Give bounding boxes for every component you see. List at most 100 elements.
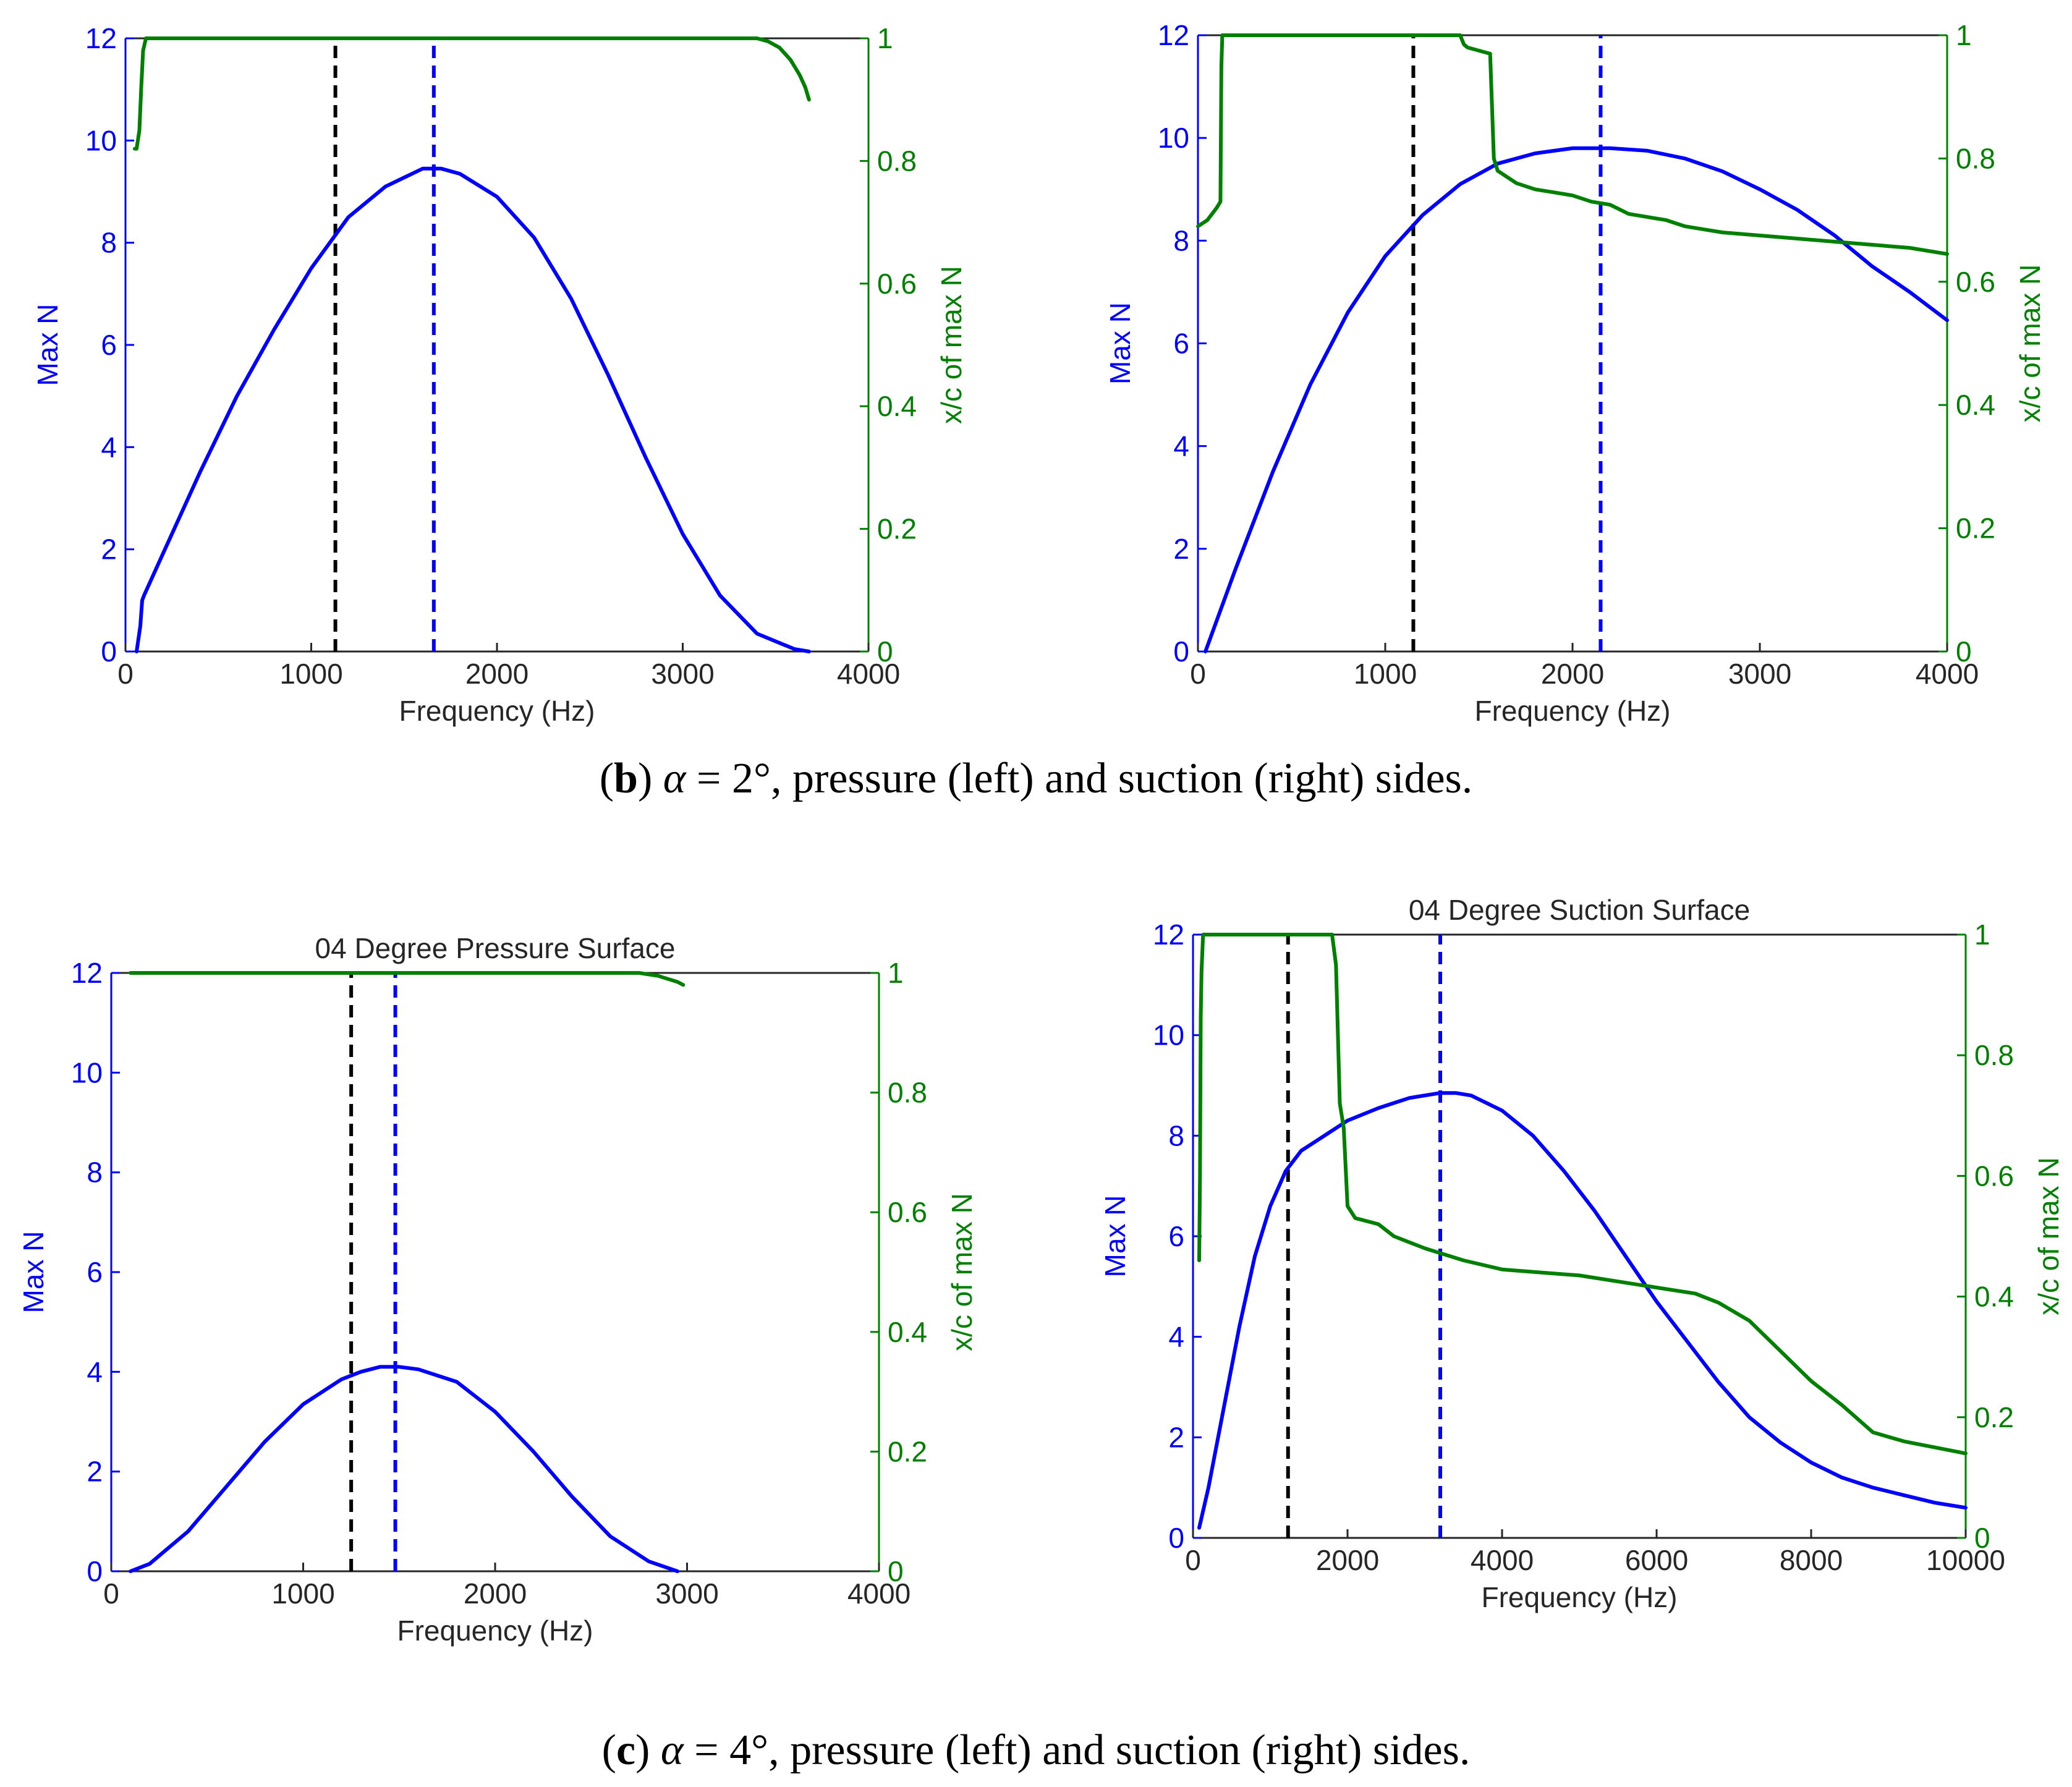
y2-tick-label: 0.6 <box>1956 266 1995 298</box>
x-tick-label: 0 <box>117 658 134 690</box>
y-tick-label: 2 <box>101 533 117 566</box>
caption-b: (b) α = 2°, pressure (left) and suction … <box>599 755 1473 802</box>
series-line-max-n <box>1204 146 1949 653</box>
x-axis-label: Frequency (Hz) <box>399 695 595 727</box>
series-line-xc-of-max-n <box>133 36 811 151</box>
y2-tick-label: 0.2 <box>877 513 917 545</box>
x-tick-label: 0 <box>103 1577 119 1610</box>
x-tick-label: 1000 <box>1354 658 1417 690</box>
y2-tick-label: 0 <box>877 635 893 668</box>
y-tick-label: 12 <box>1153 919 1184 951</box>
series-line-xc-of-max-n <box>1197 933 1968 1456</box>
chart-c-suction: 0 2000 4000 6000 8000 1000002468101200.20.40.… <box>1099 894 2065 1613</box>
x-tick-label: 2000 <box>1316 1544 1379 1576</box>
y-tick-label: 10 <box>1153 1019 1184 1051</box>
y2-tick-label: 0.4 <box>1974 1281 2014 1313</box>
y2-tick-label: 0.2 <box>1956 512 1995 545</box>
x-tick-label: 4000 <box>1916 658 1979 690</box>
series-line-max-n <box>129 1365 679 1573</box>
x-tick-label: 0 <box>1185 1544 1201 1576</box>
y-tick-label: 0 <box>1173 635 1189 668</box>
y2-tick-label: 0.6 <box>1974 1160 2014 1192</box>
y-tick-label: 12 <box>1158 19 1189 51</box>
y-tick-label: 6 <box>87 1256 103 1288</box>
series-line-xc-of-max-n <box>1196 33 1949 256</box>
y-tick-label: 12 <box>85 22 117 54</box>
y-tick-label: 12 <box>71 957 103 989</box>
y-tick-label: 8 <box>101 227 117 259</box>
y-tick-label: 8 <box>1168 1119 1184 1152</box>
y2-tick-label: 0.8 <box>877 145 917 177</box>
chart-title: 04 Degree Pressure Surface <box>315 932 676 964</box>
x-axis-label: Frequency (Hz) <box>1475 695 1671 727</box>
y2-axis-label: x/c of max N <box>2032 1157 2065 1315</box>
y-tick-label: 4 <box>1173 430 1189 462</box>
y-axis-label: Max N <box>1099 1195 1131 1278</box>
y2-axis-label: x/c of max N <box>946 1193 978 1351</box>
y2-tick-label: 1 <box>1956 19 1972 51</box>
y-tick-label: 6 <box>1173 328 1189 360</box>
y2-tick-label: 0.6 <box>888 1196 927 1228</box>
y2-tick-label: 0.4 <box>888 1316 927 1348</box>
x-tick-label: 1000 <box>279 658 342 690</box>
y-tick-label: 4 <box>87 1356 103 1388</box>
x-axis-label: Frequency (Hz) <box>397 1615 593 1647</box>
y2-tick-label: 0 <box>888 1555 904 1587</box>
y2-tick-label: 0.2 <box>1974 1401 2014 1433</box>
x-tick-label: 2000 <box>1541 658 1604 690</box>
y-tick-label: 0 <box>1168 1522 1184 1554</box>
y-tick-label: 10 <box>71 1056 103 1089</box>
caption-c: (c) α = 4°, pressure (left) and suction … <box>601 1726 1471 1774</box>
y-tick-label: 8 <box>1173 224 1189 257</box>
series-line-max-n <box>1197 1091 1968 1530</box>
y2-tick-label: 0 <box>1956 635 1972 668</box>
x-tick-label: 3000 <box>1728 658 1791 690</box>
y-tick-label: 2 <box>87 1456 103 1488</box>
y-tick-label: 6 <box>1168 1220 1184 1252</box>
y2-axis-label: x/c of max N <box>2014 265 2046 423</box>
y-tick-label: 10 <box>85 124 117 156</box>
y2-tick-label: 0.8 <box>1956 142 1995 174</box>
chart-title: 04 Degree Suction Surface <box>1409 894 1750 926</box>
y-tick-label: 4 <box>101 431 117 463</box>
y-tick-label: 8 <box>87 1157 103 1189</box>
x-tick-label: 2000 <box>465 658 529 690</box>
x-tick-label: 10000 <box>1926 1544 2005 1576</box>
x-tick-label: 3000 <box>651 658 714 690</box>
series-line-xc-of-max-n <box>129 971 686 987</box>
y2-tick-label: 0.4 <box>1956 389 1995 421</box>
x-tick-label: 1000 <box>271 1577 334 1610</box>
y-tick-label: 10 <box>1158 122 1189 154</box>
series-line-max-n <box>135 166 811 653</box>
y2-tick-label: 0.8 <box>888 1077 927 1109</box>
y2-tick-label: 0 <box>1974 1522 1990 1554</box>
y-axis-label: Max N <box>1104 302 1136 384</box>
y2-tick-label: 0.4 <box>877 390 917 422</box>
x-tick-label: 8000 <box>1780 1544 1843 1576</box>
y2-tick-label: 1 <box>1974 919 1990 951</box>
x-tick-label: 0 <box>1190 658 1206 690</box>
y2-axis-label: x/c of max N <box>935 266 967 424</box>
chart-b-suction: 0 1000 2000 3000 400002468101200.20.40.60.81… <box>1104 19 2046 727</box>
y2-tick-label: 1 <box>888 957 904 989</box>
y2-tick-label: 0.6 <box>877 268 917 300</box>
chart-c-pressure: 0 1000 2000 3000 400002468101200.20.40.60.81… <box>17 932 978 1647</box>
x-tick-label: 6000 <box>1625 1544 1688 1576</box>
x-tick-label: 3000 <box>655 1577 718 1610</box>
y2-tick-label: 1 <box>877 22 893 54</box>
y2-tick-label: 0.8 <box>1974 1039 2014 1071</box>
x-tick-label: 4000 <box>1471 1544 1534 1576</box>
x-axis-label: Frequency (Hz) <box>1482 1581 1678 1613</box>
y-tick-label: 2 <box>1173 533 1189 565</box>
y-axis-label: Max N <box>32 304 64 386</box>
y2-tick-label: 0.2 <box>888 1435 927 1467</box>
y-tick-label: 0 <box>101 635 117 668</box>
chart-b-pressure: 0 1000 2000 3000 400002468101200.20.40.60.81… <box>32 22 967 727</box>
x-tick-label: 4000 <box>847 1577 911 1610</box>
y-tick-label: 4 <box>1168 1321 1184 1353</box>
y-tick-label: 2 <box>1168 1421 1184 1453</box>
y-axis-label: Max N <box>17 1231 49 1314</box>
y-tick-label: 6 <box>101 329 117 361</box>
y-tick-label: 0 <box>87 1555 103 1587</box>
